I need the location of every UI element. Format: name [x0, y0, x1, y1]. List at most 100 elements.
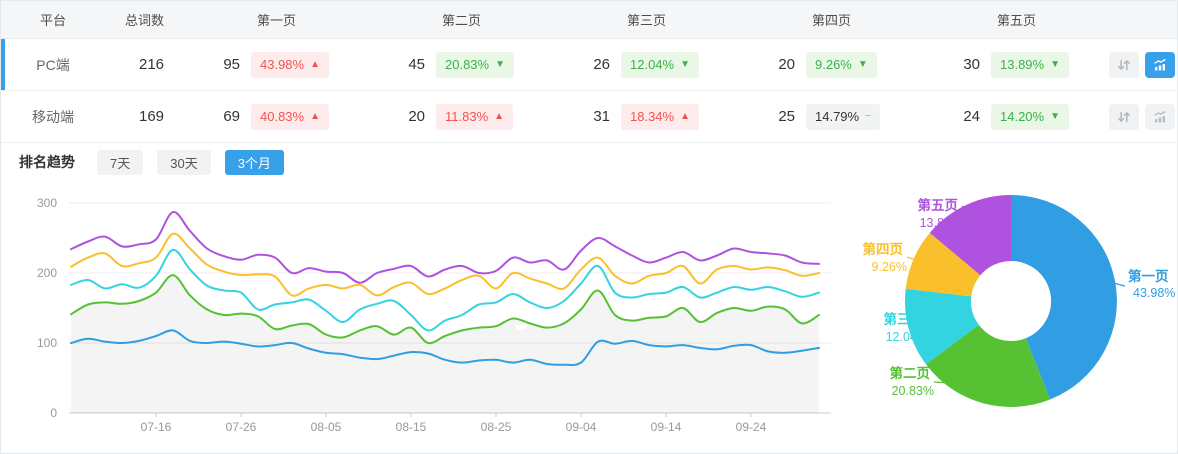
- change-badge: 13.89% ▼: [991, 51, 1069, 78]
- watermark: 爱站网: [319, 283, 538, 335]
- trend-toolbar: 排名趋势 7天 30天 3个月: [1, 148, 1177, 176]
- pie-slice-第三页: [904, 288, 979, 365]
- header-cell-page4: 第四页: [811, 13, 851, 28]
- trend-title: 排名趋势: [19, 154, 75, 170]
- pie-label-name: 第二页: [890, 365, 931, 381]
- change-percent: 14.79%: [815, 109, 860, 124]
- change-percent: 9.26%: [815, 57, 852, 72]
- change-badge: 40.83% ▲: [251, 103, 329, 130]
- trend-chart-button[interactable]: [1145, 103, 1175, 130]
- change-percent: 40.83%: [260, 109, 305, 124]
- x-axis-label: 09-04: [566, 420, 597, 434]
- page-3-cell: 31 18.34% ▲: [554, 103, 739, 130]
- pie-label-name: 第五页: [918, 197, 959, 213]
- row-actions: [1109, 51, 1177, 78]
- x-axis-label: 08-25: [481, 420, 512, 434]
- trend-flat-icon: −: [865, 110, 871, 122]
- pie-label-line-第二页: [933, 381, 984, 386]
- watermark-text: 爱站网: [379, 283, 538, 335]
- trend-chart-icon: [1154, 110, 1166, 122]
- page-4-cell: 20 9.26% ▼: [739, 51, 924, 78]
- change-badge: 11.83% ▲: [436, 103, 514, 130]
- page-count: 95: [223, 56, 240, 73]
- page-1-cell: 69 40.83% ▲: [184, 103, 369, 130]
- pie-slice-第二页: [926, 324, 1051, 407]
- header-cell-platform: 平台: [39, 13, 66, 28]
- header-cell-page5: 第五页: [996, 13, 1036, 28]
- page-count: 26: [593, 56, 610, 73]
- series-line-第五页: [70, 211, 820, 284]
- trend-down-icon: ▼: [1050, 110, 1060, 122]
- table-row: PC端 216 95 43.98% ▲ 45 20.83% ▼ 26 12.04% ▼ 20 9.26%…: [1, 39, 1177, 91]
- pie-label-value: 43.98%: [1133, 286, 1175, 300]
- trend-up-icon: ▲: [494, 110, 505, 122]
- sort-arrows-icon: [1118, 111, 1130, 122]
- page-count: 45: [408, 56, 425, 73]
- change-percent: 18.34%: [630, 109, 675, 124]
- pie-label-value: 13.89%: [920, 216, 962, 230]
- series-line-第四页: [70, 232, 820, 297]
- change-badge: 9.26% ▼: [806, 51, 877, 78]
- change-percent: 13.89%: [1000, 57, 1045, 72]
- trend-down-icon: ▼: [495, 58, 505, 70]
- page-count: 24: [963, 108, 980, 125]
- pie-label-name: 第一页: [1128, 268, 1169, 284]
- page-2-cell: 20 11.83% ▲: [369, 103, 554, 130]
- trend-up-icon: ▲: [310, 110, 320, 122]
- total-words: 216: [138, 56, 165, 73]
- table-body: PC端 216 95 43.98% ▲ 45 20.83% ▼ 26 12.04% ▼ 20 9.26%…: [1, 39, 1177, 143]
- header-cell-page3: 第三页: [626, 13, 666, 28]
- pie-label-line-第一页: [1093, 277, 1126, 287]
- row-actions: [1109, 103, 1177, 130]
- pie-label-value: 9.26%: [872, 260, 907, 274]
- series-line-第一页: [70, 329, 820, 366]
- pie-label-line-第五页: [961, 205, 985, 221]
- sort-button[interactable]: [1109, 103, 1139, 130]
- x-axis-label: 09-24: [736, 420, 767, 434]
- y-axis-label: 200: [37, 266, 57, 280]
- platform-name: 移动端: [32, 108, 74, 125]
- page-2-cell: 45 20.83% ▼: [369, 51, 554, 78]
- change-badge: 43.98% ▲: [251, 51, 329, 78]
- change-percent: 20.83%: [445, 57, 490, 72]
- page-count: 69: [223, 108, 240, 125]
- total-words: 169: [138, 108, 165, 125]
- y-axis-label: 0: [50, 406, 57, 420]
- pie-label-value: 20.83%: [892, 384, 934, 398]
- header-cell-total: 总词数: [124, 13, 164, 28]
- change-percent: 12.04%: [630, 57, 675, 72]
- trend-chart-icon: [1154, 58, 1166, 70]
- series-area-fill: [71, 275, 819, 413]
- pie-label-name: 第四页: [863, 241, 904, 257]
- trend-up-icon: ▲: [310, 58, 320, 70]
- rank-trend-line-chart: 0 100 200 300 07-16 07-26 08-05 08-15 08-25 09-04…: [37, 196, 831, 434]
- change-percent: 43.98%: [260, 57, 305, 72]
- tab-30-days[interactable]: 30天: [157, 149, 211, 175]
- pie-label-line-第三页: [927, 327, 953, 334]
- tab-3-months[interactable]: 3个月: [224, 149, 284, 175]
- platform-name: PC端: [36, 56, 70, 73]
- x-axis-label: 08-05: [311, 420, 342, 434]
- pie-slice-第四页: [905, 232, 981, 297]
- page-count: 30: [963, 56, 980, 73]
- table-row: 移动端 169 69 40.83% ▲ 20 11.83% ▲ 31 18.34% ▲ 25 14.79…: [1, 91, 1177, 143]
- pie-label-value: 12.04%: [886, 330, 928, 344]
- trend-chart-button[interactable]: [1145, 51, 1175, 78]
- change-badge: 20.83% ▼: [436, 51, 514, 78]
- change-badge: 12.04% ▼: [621, 51, 699, 78]
- x-axis-label: 09-14: [651, 420, 682, 434]
- y-axis-label: 300: [37, 196, 57, 210]
- tab-7-days[interactable]: 7天: [97, 149, 144, 175]
- page-4-cell: 25 14.79% −: [739, 103, 924, 130]
- trend-down-icon: ▼: [680, 58, 690, 70]
- page-1-cell: 95 43.98% ▲: [184, 51, 369, 78]
- page-distribution-donut-chart: 第一页 43.98% 第二页 20.83% 第三页 12.04% 第四页 9.26% 第五页 13…: [863, 195, 1175, 407]
- trend-down-icon: ▼: [1050, 58, 1060, 70]
- sort-button[interactable]: [1109, 51, 1139, 78]
- x-axis-label: 07-26: [226, 420, 257, 434]
- page-count: 20: [408, 108, 425, 125]
- page-5-cell: 30 13.89% ▼: [924, 51, 1109, 78]
- y-axis-label: 100: [37, 336, 57, 350]
- series-line-第二页: [70, 274, 820, 345]
- trend-down-icon: ▼: [857, 58, 868, 70]
